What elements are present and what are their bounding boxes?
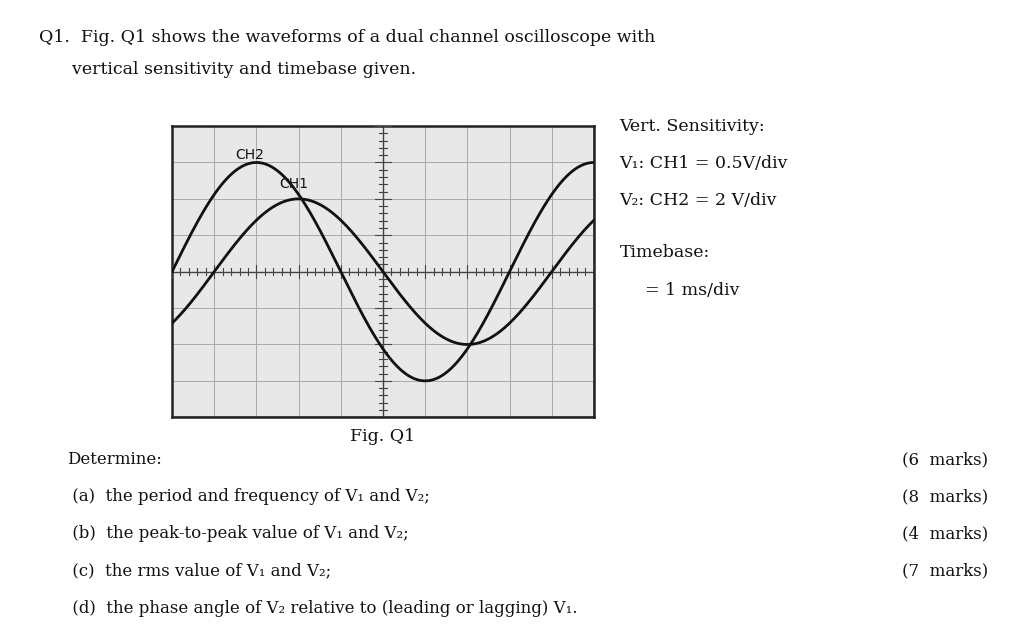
Text: V₁: CH1 = 0.5V/div: V₁: CH1 = 0.5V/div [620, 155, 788, 172]
Text: (c)  the rms value of V₁ and V₂;: (c) the rms value of V₁ and V₂; [67, 563, 331, 580]
Text: (d)  the phase angle of V₂ relative to (leading or lagging) V₁.: (d) the phase angle of V₂ relative to (l… [67, 600, 578, 617]
Text: = 1 ms/div: = 1 ms/div [645, 282, 739, 299]
Text: Determine:: Determine: [67, 451, 162, 468]
Text: (8  marks): (8 marks) [902, 488, 988, 506]
Text: (6  marks): (6 marks) [902, 451, 988, 468]
Text: vertical sensitivity and timebase given.: vertical sensitivity and timebase given. [39, 61, 416, 78]
Text: Fig. Q1: Fig. Q1 [350, 428, 416, 445]
Text: Vert. Sensitivity:: Vert. Sensitivity: [620, 118, 765, 136]
Text: V₂: CH2 = 2 V/div: V₂: CH2 = 2 V/div [620, 192, 777, 209]
Text: CH1: CH1 [280, 177, 308, 191]
Text: (b)  the peak-to-peak value of V₁ and V₂;: (b) the peak-to-peak value of V₁ and V₂; [67, 525, 409, 543]
Text: (4  marks): (4 marks) [902, 525, 988, 543]
Text: (7  marks): (7 marks) [902, 563, 988, 580]
Text: Q1.  Fig. Q1 shows the waveforms of a dual channel oscilloscope with: Q1. Fig. Q1 shows the waveforms of a dua… [39, 29, 655, 46]
Text: CH2: CH2 [236, 148, 264, 162]
Text: Timebase:: Timebase: [620, 244, 710, 262]
Text: (a)  the period and frequency of V₁ and V₂;: (a) the period and frequency of V₁ and V… [67, 488, 429, 506]
